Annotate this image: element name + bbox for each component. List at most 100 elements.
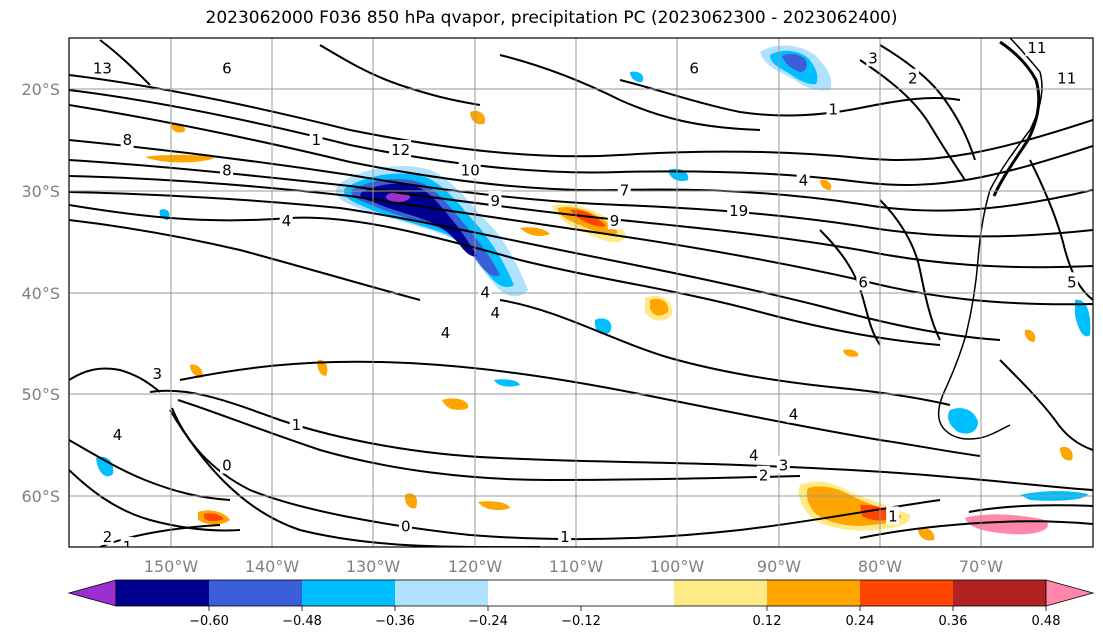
lon-tick-label: 120°W xyxy=(448,557,503,576)
contour-label: 5 xyxy=(1067,273,1077,291)
lon-tick-label: 140°W xyxy=(245,557,300,576)
contour-label: 1 xyxy=(829,100,839,118)
lat-tick-label: 30°S xyxy=(21,182,60,201)
contour-label-background xyxy=(309,129,323,148)
contour-label: 4 xyxy=(490,304,500,322)
contour-label: 4 xyxy=(789,406,799,424)
qvapor-contour xyxy=(859,520,1093,539)
qvapor-contour xyxy=(69,469,241,532)
colorbar-tick-label: −0.60 xyxy=(189,614,229,629)
contour-label-background xyxy=(906,68,920,87)
contour-label: 6 xyxy=(689,60,699,78)
contour-label-background xyxy=(796,170,810,189)
contour-label-background xyxy=(1055,68,1078,87)
map-frame xyxy=(68,37,1094,548)
contour-label: 1 xyxy=(292,416,302,434)
precip-negative-patch xyxy=(947,408,978,434)
colorbar-tick-label: 0.12 xyxy=(753,614,782,629)
contour-label: 4 xyxy=(282,212,292,230)
contour-label-background xyxy=(488,190,502,209)
contour-label-background xyxy=(776,455,790,474)
precip-positive-patch xyxy=(145,154,215,163)
colorbar-bin xyxy=(860,580,953,606)
colorbar-ticks: −0.60 −0.48 −0.36 −0.24 −0.12 0.12 0.24 0.36 0.4… xyxy=(189,606,1060,629)
precip-positive-patch xyxy=(478,501,510,510)
precip-positive-patch xyxy=(442,398,469,410)
colorbar-tick-label: −0.48 xyxy=(282,614,322,629)
contour-label: 1 xyxy=(123,538,133,556)
colorbar-under-triangle xyxy=(67,579,117,607)
contour-label: 2 xyxy=(908,70,918,88)
qvapor-contour xyxy=(859,59,966,181)
qvapor-contour xyxy=(99,39,151,86)
precip-positive-region xyxy=(570,209,606,227)
contour-label-background xyxy=(558,526,572,545)
contour-label-background xyxy=(220,160,234,179)
qvapor-contour xyxy=(999,359,1093,451)
precip-positive-patch xyxy=(965,514,1049,535)
contour-label: 3 xyxy=(152,365,162,383)
contour-label: 2 xyxy=(759,467,769,485)
lon-tick-label: 70°W xyxy=(959,557,1003,576)
precip-positive-region xyxy=(918,527,935,541)
lat-tick-label: 40°S xyxy=(21,284,60,303)
contour-label: 4 xyxy=(441,324,451,342)
lat-tick-label: 20°S xyxy=(21,80,60,99)
colorbar-bin xyxy=(953,580,1046,606)
precip-positive-patch xyxy=(470,110,486,125)
contour-label: 12 xyxy=(391,141,410,159)
qvapor-contour xyxy=(499,54,761,131)
contour-label: 8 xyxy=(222,161,232,179)
contour-label: 6 xyxy=(858,273,868,291)
qvapor-contour xyxy=(69,439,231,501)
lat-tick-label: 60°S xyxy=(21,487,60,506)
contour-label-background xyxy=(90,58,113,77)
lon-tick-label: 100°W xyxy=(650,557,705,576)
contour-label-background xyxy=(438,323,452,342)
contour-label-background xyxy=(1025,38,1048,57)
colorbar-bin xyxy=(767,580,860,606)
precip-positive-patch xyxy=(1024,329,1036,342)
colorbar-tick-label: 0.36 xyxy=(939,614,968,629)
colorbar-tick-label: −0.36 xyxy=(375,614,415,629)
contour-label-background xyxy=(727,201,750,220)
contour-label-background xyxy=(220,58,234,77)
contour-label-background xyxy=(279,211,293,230)
contour-label: 11 xyxy=(1057,70,1076,88)
contour-label-background xyxy=(756,465,770,484)
andes-ridge xyxy=(992,40,1041,197)
contour-label-background xyxy=(607,211,621,230)
contour-label-background xyxy=(458,160,481,179)
colorbar-tick-label: −0.12 xyxy=(561,614,601,629)
qvapor-contour xyxy=(179,360,981,457)
lon-tick-label: 90°W xyxy=(757,557,801,576)
contour-label-background xyxy=(478,282,492,301)
colorbar-bin xyxy=(116,580,209,606)
qvapor-contour xyxy=(69,367,161,393)
contour-label-background xyxy=(150,363,164,382)
qvapor-contour xyxy=(1029,159,1093,301)
contour-label: 9 xyxy=(610,212,620,230)
precip-negative-core xyxy=(386,192,410,202)
contour-label-background xyxy=(746,445,760,464)
coastline-layer xyxy=(937,38,1043,440)
contour-label: 4 xyxy=(799,172,809,190)
contour-label-background xyxy=(886,506,900,525)
contour-label-background xyxy=(220,455,234,474)
precip-positive-patch xyxy=(650,298,669,316)
lon-tick-label: 150°W xyxy=(144,557,199,576)
precip-positive-patch xyxy=(317,359,328,376)
graticule xyxy=(69,38,1093,547)
qvapor-contour xyxy=(879,44,976,161)
contour-label-background xyxy=(856,272,870,291)
contour-label: 9 xyxy=(490,192,500,210)
qvapor-contour xyxy=(177,399,801,482)
qvapor-contour xyxy=(819,229,881,346)
colorbar: −0.60 −0.48 −0.36 −0.24 −0.12 0.12 0.24 0.36 0.4… xyxy=(67,579,1095,629)
map-panel: 8 112108979194661234644321034210115444111… xyxy=(68,37,1094,556)
contour-label: 3 xyxy=(868,49,878,67)
colorbar-tick-label: 0.24 xyxy=(846,614,875,629)
contour-label: 1 xyxy=(312,131,322,149)
contour-label-layer: 8 112108979194661234644321034210115444111… xyxy=(90,38,1079,556)
